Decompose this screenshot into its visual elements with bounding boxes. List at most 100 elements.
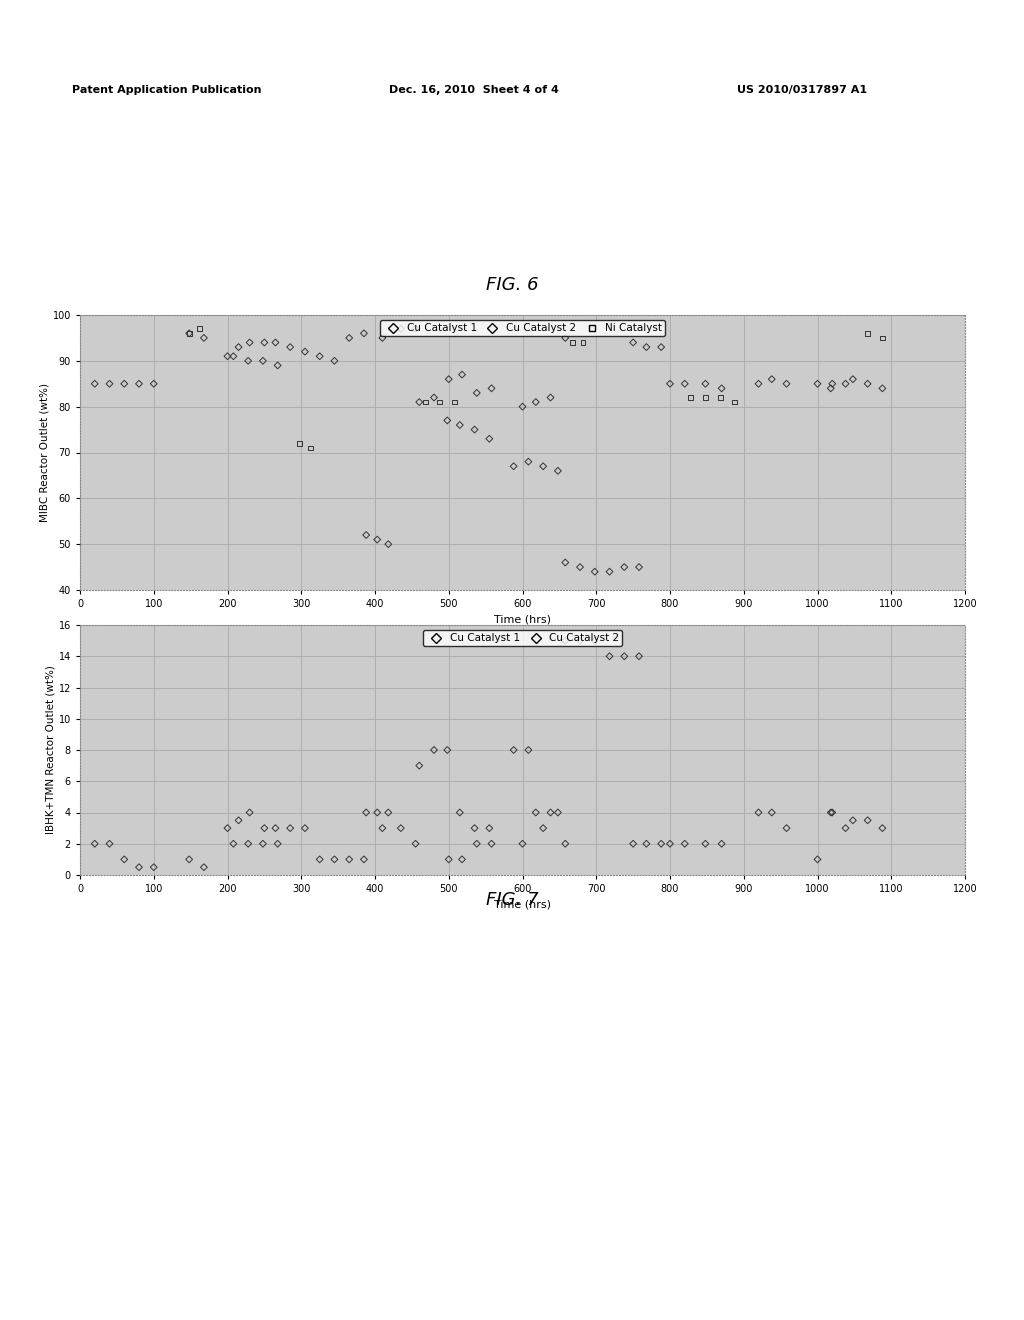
- Point: [469, 833, 485, 854]
- Point: [311, 346, 328, 367]
- Point: [282, 817, 298, 838]
- Point: [587, 630, 603, 651]
- Text: Patent Application Publication: Patent Application Publication: [72, 84, 261, 95]
- Point: [432, 392, 449, 413]
- Point: [267, 331, 284, 352]
- Point: [101, 374, 118, 395]
- Point: [859, 323, 876, 345]
- Point: [369, 803, 385, 824]
- Point: [822, 378, 839, 399]
- Point: [408, 833, 424, 854]
- Point: [267, 817, 284, 838]
- Point: [358, 524, 375, 545]
- Point: [355, 849, 372, 870]
- Point: [682, 387, 698, 408]
- Point: [714, 378, 730, 399]
- Point: [631, 645, 647, 667]
- Point: [616, 557, 633, 578]
- Legend: Cu Catalyst 1, Cu Catalyst 2, Ni Catalyst: Cu Catalyst 1, Cu Catalyst 2, Ni Catalys…: [380, 321, 666, 337]
- Point: [543, 803, 559, 824]
- Point: [341, 849, 357, 870]
- Point: [483, 833, 500, 854]
- Point: [506, 455, 522, 477]
- Point: [439, 739, 456, 760]
- Point: [712, 387, 728, 408]
- Point: [677, 833, 693, 854]
- Point: [764, 803, 780, 824]
- Point: [282, 337, 298, 358]
- Point: [535, 817, 551, 838]
- Point: [131, 857, 147, 878]
- Point: [392, 318, 409, 339]
- X-axis label: Time (hrs): Time (hrs): [494, 900, 551, 909]
- Point: [616, 645, 633, 667]
- Point: [571, 630, 588, 651]
- Point: [327, 849, 343, 870]
- Point: [809, 849, 825, 870]
- Point: [355, 323, 372, 345]
- Point: [601, 645, 617, 667]
- Point: [751, 374, 767, 395]
- Point: [845, 809, 861, 830]
- Point: [824, 374, 841, 395]
- Point: [557, 327, 573, 348]
- Point: [625, 833, 641, 854]
- Point: [587, 561, 603, 582]
- Point: [440, 368, 457, 389]
- Point: [452, 414, 468, 436]
- Point: [131, 374, 147, 395]
- Point: [778, 374, 795, 395]
- Point: [454, 849, 470, 870]
- Point: [269, 833, 286, 854]
- Point: [466, 418, 482, 440]
- Point: [727, 392, 743, 413]
- Point: [557, 552, 573, 573]
- Point: [145, 857, 162, 878]
- Point: [714, 833, 730, 854]
- Point: [543, 387, 559, 408]
- Point: [426, 387, 442, 408]
- X-axis label: Time (hrs): Time (hrs): [494, 615, 551, 624]
- Point: [374, 327, 390, 348]
- Point: [469, 383, 485, 404]
- Point: [557, 833, 573, 854]
- Point: [822, 803, 839, 824]
- Legend: Cu Catalyst 1, Cu Catalyst 2: Cu Catalyst 1, Cu Catalyst 2: [423, 630, 623, 647]
- Point: [242, 331, 258, 352]
- Point: [859, 374, 876, 395]
- Point: [638, 833, 654, 854]
- Point: [219, 817, 236, 838]
- Point: [751, 803, 767, 824]
- Point: [446, 392, 463, 413]
- Point: [440, 849, 457, 870]
- Point: [809, 374, 825, 395]
- Point: [327, 350, 343, 371]
- Point: [219, 346, 236, 367]
- Point: [242, 803, 258, 824]
- Point: [225, 346, 242, 367]
- Point: [564, 331, 581, 352]
- Point: [411, 755, 427, 776]
- Point: [535, 455, 551, 477]
- Point: [874, 327, 891, 348]
- Point: [87, 374, 103, 395]
- Point: [662, 374, 678, 395]
- Point: [653, 337, 670, 358]
- Point: [677, 374, 693, 395]
- Point: [225, 833, 242, 854]
- Point: [255, 833, 271, 854]
- Point: [116, 374, 132, 395]
- Point: [514, 396, 530, 417]
- Point: [859, 809, 876, 830]
- Point: [374, 817, 390, 838]
- Point: [778, 817, 795, 838]
- Point: [417, 392, 433, 413]
- Point: [230, 337, 247, 358]
- Point: [292, 433, 308, 454]
- Point: [838, 374, 854, 395]
- Point: [196, 327, 212, 348]
- Point: [181, 323, 198, 345]
- Point: [483, 378, 500, 399]
- Point: [520, 451, 537, 473]
- Point: [697, 374, 714, 395]
